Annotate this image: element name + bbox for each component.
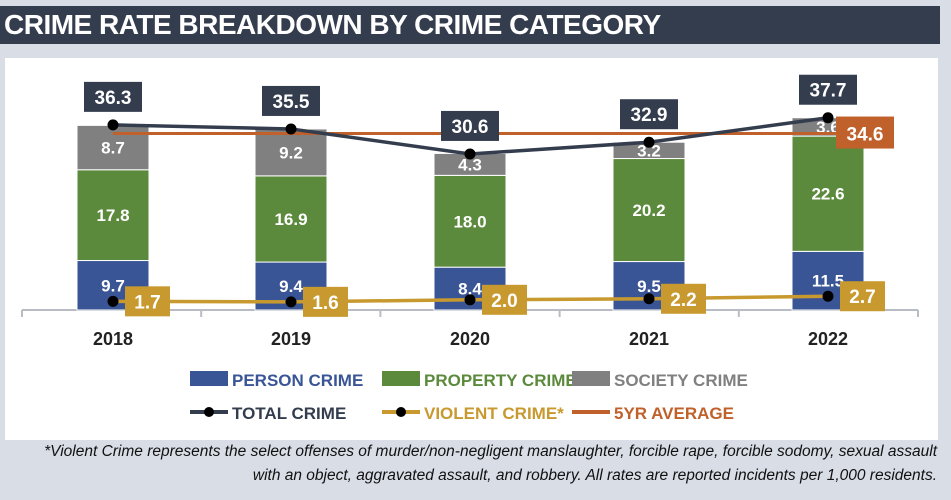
- legend-swatch: [382, 371, 420, 386]
- legend-label: 5YR AVERAGE: [614, 404, 734, 423]
- point: [822, 112, 834, 124]
- legend-label: VIOLENT CRIME*: [424, 404, 564, 423]
- value-label-box: [799, 74, 857, 105]
- value-label: 35.5: [273, 92, 310, 113]
- data-label: 8.7: [101, 139, 125, 158]
- x-tick-label: 2019: [271, 329, 311, 349]
- x-tick-label: 2021: [629, 329, 669, 349]
- legend-swatch: [190, 371, 228, 386]
- value-label: 1.7: [134, 292, 160, 313]
- avg-label: 34.6: [847, 125, 884, 146]
- bar-property-crime: [254, 175, 328, 263]
- data-label: 16.9: [274, 210, 307, 229]
- point: [107, 295, 119, 307]
- value-label: 32.9: [631, 105, 668, 126]
- data-label: 9.4: [279, 277, 303, 296]
- data-label: 11.5: [812, 272, 844, 291]
- point: [464, 294, 476, 306]
- value-label-box: [620, 99, 678, 130]
- data-label: 9.2: [279, 143, 303, 162]
- value-label: 37.7: [810, 81, 847, 102]
- legend-swatch: [572, 371, 610, 386]
- data-label: 8.4: [458, 280, 482, 299]
- value-label-box: [262, 85, 320, 116]
- legend-label: SOCIETY CRIME: [614, 371, 748, 390]
- point: [285, 123, 297, 135]
- data-label: 9.7: [101, 276, 125, 295]
- bar-society-crime: [254, 128, 328, 177]
- value-label: 2.0: [491, 291, 517, 312]
- value-label: 30.6: [452, 117, 489, 138]
- value-label-box: [840, 281, 885, 312]
- value-label-box: [125, 286, 170, 317]
- point: [107, 119, 119, 131]
- bar-property-crime: [433, 174, 507, 268]
- data-label: 22.6: [811, 185, 844, 204]
- point: [643, 136, 655, 148]
- data-label: 18.0: [453, 212, 486, 231]
- value-label-box: [303, 286, 348, 317]
- point: [822, 290, 834, 302]
- value-label-box: [661, 283, 706, 314]
- legend-label: PROPERTY CRIME: [424, 371, 577, 390]
- chart: 9.7 17.8 8.7 2018 9.4 16.9 9.2 2019 8.4 18.0 4.3 20…: [21, 74, 919, 423]
- bar-property-crime: [612, 158, 686, 263]
- x-tick-label: 2022: [808, 329, 848, 349]
- value-label-box: [84, 81, 142, 112]
- data-label: 20.2: [632, 201, 665, 220]
- data-label: 9.5: [637, 277, 661, 296]
- legend-marker: [204, 407, 214, 417]
- legend-label: PERSON CRIME: [232, 371, 363, 390]
- value-label: 2.2: [670, 290, 696, 311]
- point: [643, 293, 655, 305]
- footnote: *Violent Crime represents the select off…: [44, 443, 937, 484]
- data-label: 4.3: [458, 155, 482, 174]
- bar-property-crime: [791, 135, 865, 252]
- value-label: 1.6: [312, 293, 338, 314]
- value-label-box: [441, 110, 499, 141]
- point: [464, 148, 476, 160]
- legend-marker: [396, 407, 406, 417]
- data-label: 17.8: [96, 206, 129, 225]
- point: [285, 296, 297, 308]
- chart-title: CRIME RATE BREAKDOWN BY CRIME CATEGORY: [0, 6, 940, 44]
- data-label: 3.2: [637, 141, 661, 160]
- value-label: 36.3: [95, 88, 132, 109]
- avg-label-box: [836, 116, 894, 149]
- x-tick-label: 2020: [450, 329, 490, 349]
- value-label: 2.7: [849, 287, 875, 308]
- bar-property-crime: [76, 169, 150, 262]
- legend-label: TOTAL CRIME: [232, 404, 346, 423]
- x-tick-label: 2018: [93, 329, 133, 349]
- value-label-box: [482, 284, 527, 315]
